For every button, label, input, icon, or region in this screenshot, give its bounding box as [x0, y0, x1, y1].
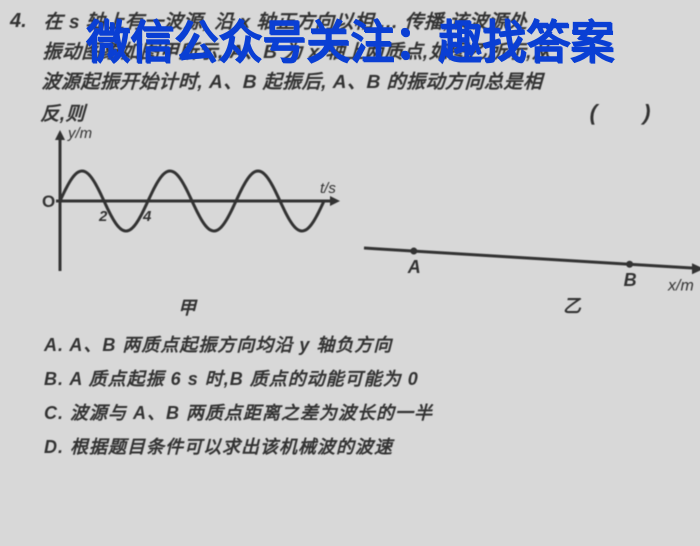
answer-paren: ( ) [589, 98, 681, 128]
svg-text:O: O [42, 192, 55, 211]
option-a-text: A、B 两质点起振方向均沿 y 轴负方向 [69, 335, 392, 355]
option-b: B. A 质点起振 6 s 时,B 质点的动能可能为 0 [44, 362, 682, 396]
svg-text:x/m: x/m [667, 277, 694, 294]
diagram-area: y/mt/sO24 甲 ABx/m 乙 [18, 126, 682, 326]
svg-text:A: A [407, 257, 421, 277]
stem-line-3: 波源起振开始计时, A、B 起振后, A、B 的振动方向总是相 [41, 68, 682, 98]
option-d-text: 根据题目条件可以求出该机械波的波速 [70, 437, 393, 457]
stem-line-2: 振动图象如图甲所示, A、B 为 x 轴上两质点,如图乙所示,从 [42, 38, 683, 68]
line-svg: A Bx/m [358, 234, 700, 304]
question-stem: 在 s 轴上有一波源, 沿 x 轴正方向以相 … 传播,该波源处 振动图象如图甲… [40, 8, 684, 130]
wave-svg: y/mt/sO24 [32, 126, 352, 296]
option-c-text: 波源与 A、B 两质点距离之差为波长的一半 [70, 403, 433, 423]
svg-text:y/m: y/m [67, 126, 92, 142]
option-d: D. 根据题目条件可以求出该机械波的波速 [44, 430, 682, 464]
svg-text:2: 2 [98, 208, 108, 225]
figure-label-yi: 乙 [563, 292, 581, 318]
figure-label-jia: 甲 [178, 294, 196, 320]
exam-page: 4. 在 s 轴上有一波源, 沿 x 轴正方向以相 … 传播,该波源处 振动图象… [0, 0, 700, 546]
svg-text:B: B [624, 270, 637, 290]
option-b-text: A 质点起振 6 s 时,B 质点的动能可能为 0 [69, 369, 418, 389]
option-a: A. A、B 两质点起振方向均沿 y 轴负方向 [44, 328, 682, 362]
svg-text:t/s: t/s [320, 180, 336, 197]
option-c: C. 波源与 A、B 两质点距离之差为波长的一半 [44, 396, 682, 430]
stem-line-1: 在 s 轴上有一波源, 沿 x 轴正方向以相 … 传播,该波源处 [43, 8, 684, 38]
line-diagram: ABx/m 乙 [358, 234, 700, 304]
question-number: 4. [10, 10, 27, 33]
options-block: A. A、B 两质点起振方向均沿 y 轴负方向 B. A 质点起振 6 s 时,… [44, 328, 682, 464]
wave-diagram: y/mt/sO24 甲 [32, 126, 352, 296]
